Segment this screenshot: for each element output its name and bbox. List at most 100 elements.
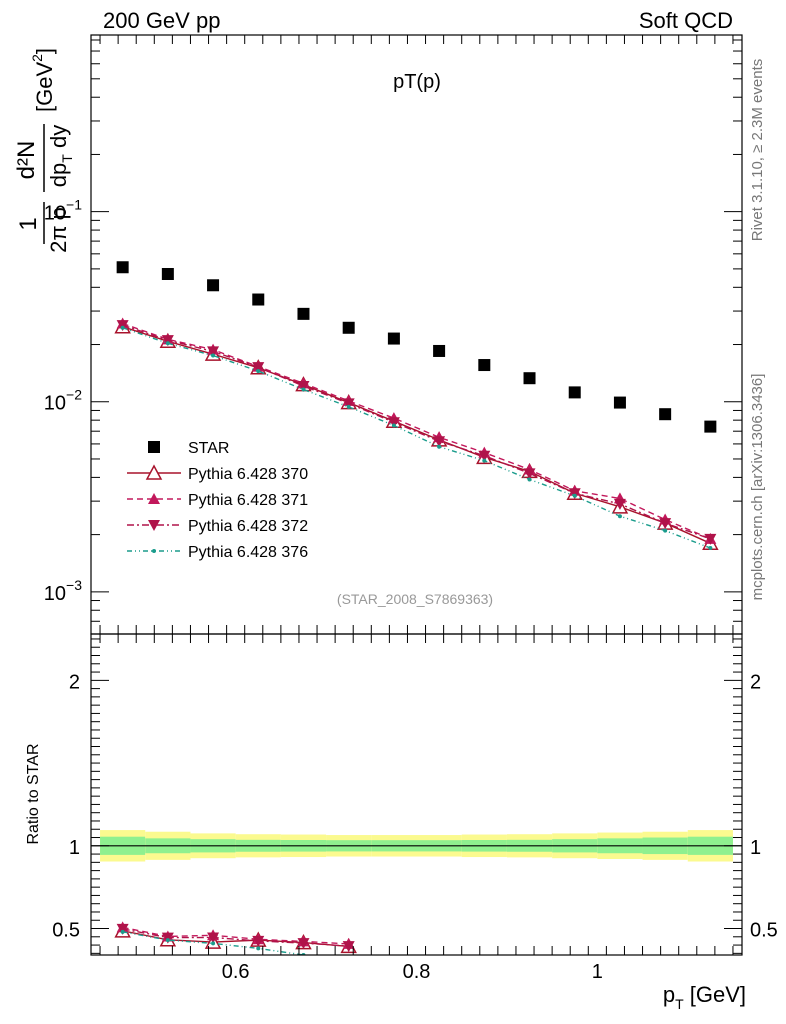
main-panel-series bbox=[114, 261, 719, 551]
series-line-1 bbox=[122, 326, 711, 544]
data-point-series-4 bbox=[346, 404, 351, 409]
data-point-series-4 bbox=[572, 493, 577, 498]
ratio-y-tick-label-left: 1 bbox=[69, 837, 80, 859]
legend-label-2: Pythia 6.428 371 bbox=[188, 492, 308, 509]
header-right: Soft QCD bbox=[639, 8, 733, 33]
data-point-series-0 bbox=[478, 359, 491, 372]
ratio-point-series-3 bbox=[165, 938, 170, 943]
data-point-series-0 bbox=[207, 279, 220, 292]
data-point-series-0 bbox=[161, 267, 174, 280]
analysis-annotation: (STAR_2008_S7869363) bbox=[337, 591, 493, 607]
legend-marker-0 bbox=[148, 441, 160, 453]
data-point-series-3 bbox=[704, 533, 717, 545]
ylabel-dpt-dy: dpT dy bbox=[46, 125, 75, 187]
data-point-series-4 bbox=[437, 444, 442, 449]
data-point-series-3 bbox=[207, 346, 220, 358]
ratio-point-series-2 bbox=[207, 932, 220, 944]
data-point-series-0 bbox=[342, 321, 355, 334]
ratio-line-1 bbox=[122, 926, 349, 945]
ratio-point-series-2 bbox=[342, 941, 355, 953]
ratio-point-series-3 bbox=[120, 929, 125, 934]
x-tick-label: 1 bbox=[592, 961, 603, 983]
ratio-y-tick-label-right: 2 bbox=[750, 671, 761, 693]
data-point-series-0 bbox=[433, 344, 446, 357]
data-point-series-0 bbox=[568, 386, 581, 399]
data-point-series-3 bbox=[568, 488, 581, 500]
legend-label-3: Pythia 6.428 372 bbox=[188, 518, 308, 535]
data-point-series-0 bbox=[297, 307, 310, 320]
data-point-series-0 bbox=[704, 420, 717, 433]
legend-marker-1 bbox=[145, 464, 163, 480]
data-point-series-3 bbox=[387, 417, 400, 429]
mcplots-label: mcplots.cern.ch [arXiv:1306.3436] bbox=[749, 374, 766, 601]
x-tick-label: 0.8 bbox=[403, 961, 431, 983]
ylabel-twopi-pt: 2π p bbox=[46, 207, 71, 253]
ratio-y-axis-label: Ratio to STAR bbox=[25, 743, 42, 844]
main-y-axis-label: 1 2π p d²N dpT dy [GeV2] bbox=[13, 48, 75, 253]
ratio-point-series-2 bbox=[252, 935, 265, 947]
data-point-series-4 bbox=[120, 325, 125, 330]
data-point-series-3 bbox=[116, 320, 129, 332]
data-point-series-0 bbox=[116, 261, 129, 274]
ratio-y-tick-label-right: 1 bbox=[750, 837, 761, 859]
series-line-3 bbox=[122, 324, 711, 540]
axis-ticks bbox=[91, 35, 742, 955]
ratio-panel-series bbox=[114, 921, 357, 955]
axis-tick-labels: 0.6 0.8 1 10−1 10−2 10−3 0.5 0.5 1 1 2 2 bbox=[44, 197, 778, 983]
data-point-series-0 bbox=[613, 396, 626, 409]
legend-marker-4 bbox=[152, 549, 156, 553]
series-line-2 bbox=[122, 322, 711, 540]
legend-label-4: Pythia 6.428 376 bbox=[188, 544, 308, 561]
ylabel-one: 1 bbox=[15, 217, 42, 230]
legend: STAR Pythia 6.428 370 Pythia 6.428 371 Pyth… bbox=[127, 440, 308, 561]
data-point-series-3 bbox=[523, 468, 536, 480]
ratio-panel-frame bbox=[90, 633, 743, 956]
ratio-y-tick-label-left: 0.5 bbox=[52, 920, 80, 942]
ratio-point-series-2 bbox=[116, 923, 129, 935]
data-point-series-4 bbox=[527, 477, 532, 482]
data-point-series-0 bbox=[523, 372, 536, 385]
ratio-point-series-3 bbox=[211, 941, 216, 946]
header-left: 200 GeV pp bbox=[103, 8, 220, 33]
ratio-point-series-2 bbox=[297, 938, 310, 950]
legend-marker-3 bbox=[148, 520, 160, 531]
data-point-series-3 bbox=[297, 381, 310, 393]
y-tick-label: 10−1 bbox=[44, 197, 82, 225]
ratio-y-tick-label-left: 2 bbox=[69, 671, 80, 693]
data-point-series-0 bbox=[659, 408, 672, 421]
data-point-series-3 bbox=[252, 362, 265, 374]
data-point-series-4 bbox=[482, 458, 487, 463]
data-point-series-4 bbox=[708, 546, 713, 551]
data-point-series-0 bbox=[252, 293, 265, 306]
data-point-series-4 bbox=[301, 387, 306, 392]
data-point-series-3 bbox=[342, 398, 355, 410]
ratio-uncertainty-bands bbox=[91, 830, 742, 862]
data-point-series-3 bbox=[659, 518, 672, 530]
ratio-y-tick-label-right: 0.5 bbox=[750, 920, 778, 942]
legend-label-1: Pythia 6.428 370 bbox=[188, 466, 308, 483]
ylabel-unit: [GeV2] bbox=[29, 48, 57, 112]
data-point-series-4 bbox=[256, 369, 261, 374]
y-tick-label: 10−3 bbox=[44, 577, 82, 605]
data-point-series-0 bbox=[387, 332, 400, 345]
data-point-series-4 bbox=[211, 353, 216, 358]
chart-title: pT(p) bbox=[393, 71, 441, 93]
data-point-series-3 bbox=[161, 335, 174, 347]
data-point-series-4 bbox=[663, 528, 668, 533]
x-tick-label: 0.6 bbox=[222, 961, 250, 983]
data-point-series-3 bbox=[433, 436, 446, 448]
rivet-label: Rivet 3.1.10, ≥ 2.3M events bbox=[749, 59, 766, 242]
data-point-series-3 bbox=[478, 450, 491, 462]
data-point-series-4 bbox=[617, 514, 622, 519]
ratio-line-0 bbox=[122, 930, 349, 948]
data-point-series-4 bbox=[165, 341, 170, 346]
series-line-4 bbox=[122, 327, 711, 549]
ratio-point-series-3 bbox=[256, 946, 261, 951]
data-point-series-3 bbox=[613, 498, 626, 510]
x-axis-label: pT [GeV] bbox=[663, 982, 746, 1012]
data-point-series-4 bbox=[391, 423, 396, 428]
legend-marker-2 bbox=[148, 493, 160, 504]
legend-label-0: STAR bbox=[188, 440, 229, 457]
ylabel-d2n: d²N bbox=[13, 141, 40, 180]
